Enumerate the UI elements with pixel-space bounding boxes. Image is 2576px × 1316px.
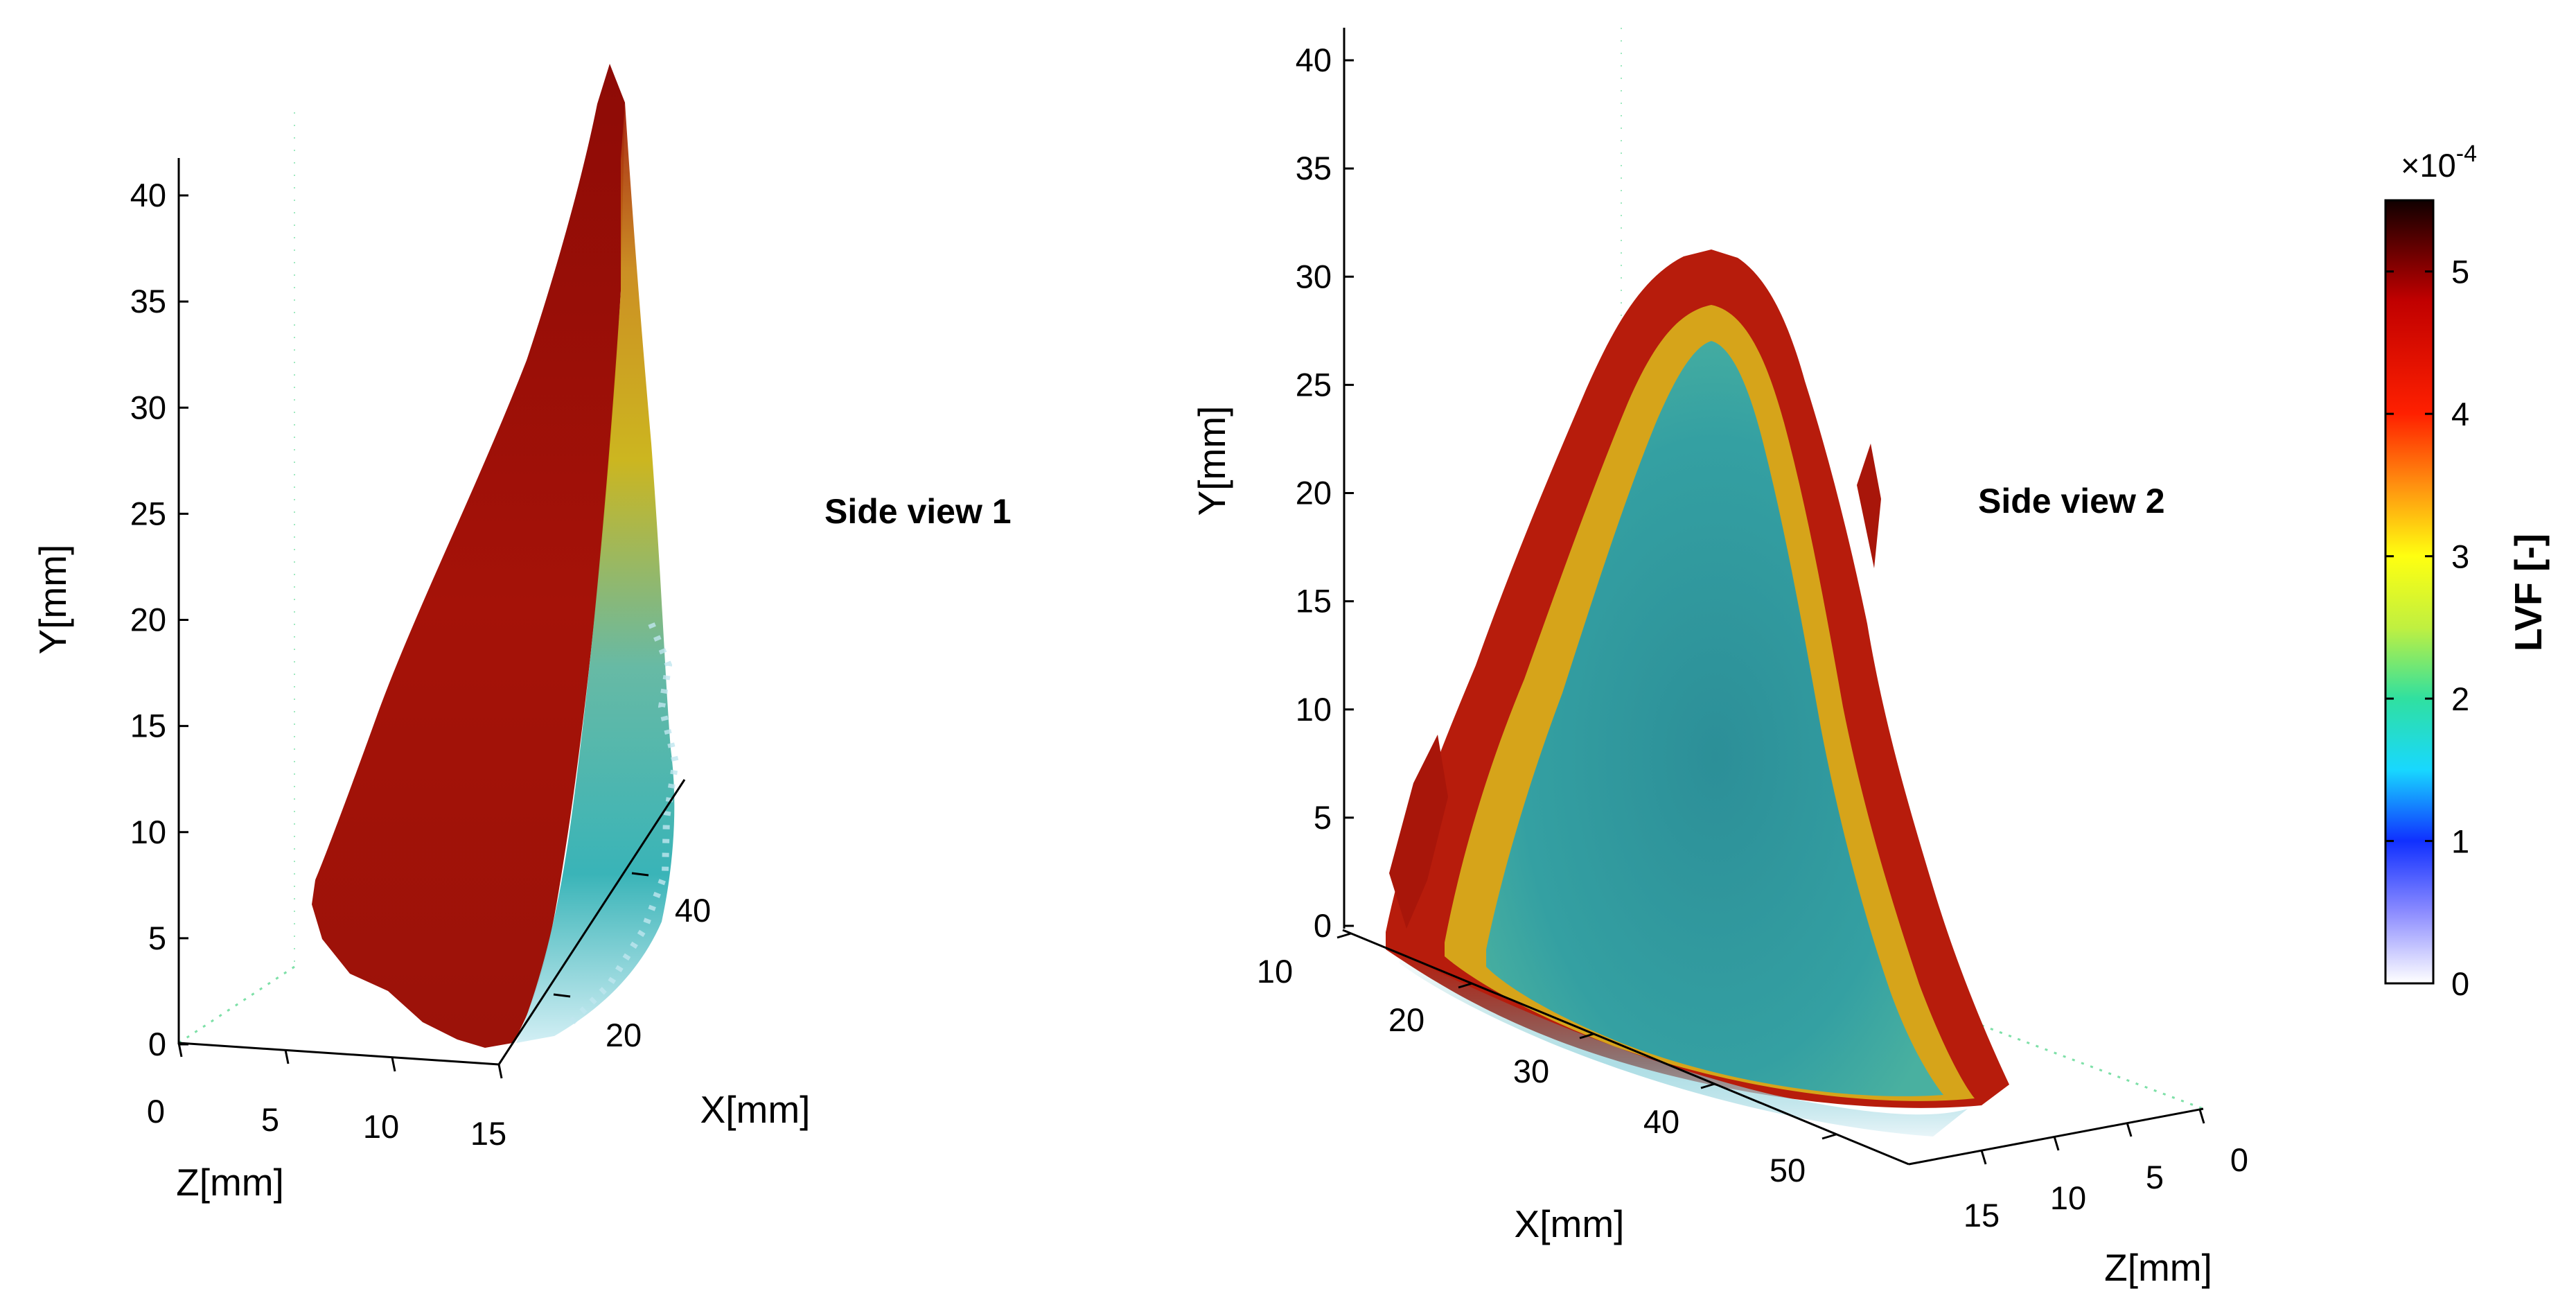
x-tick-label: 10 [1257,953,1293,990]
x-axis-line [497,779,686,1065]
y-tick-label: 10 [130,814,166,850]
volume-core [1486,341,1943,1096]
colorbar-tick-label: 5 [2451,254,2469,290]
x-tick-label: 50 [1770,1152,1806,1188]
z-axis-label: Z[mm] [176,1161,284,1204]
y-tick-label: 10 [1296,691,1332,728]
z-tick-label: 0 [2230,1141,2248,1178]
z-ticks: 0 5 10 15 [147,1042,506,1152]
z-tick-label: 15 [1964,1197,2000,1234]
z-tick-label: 5 [261,1101,279,1138]
colorbar-ticks: 0 1 2 3 4 5 [2385,254,2469,1002]
y-tick-label: 25 [1296,366,1332,403]
colorbar-multiplier: ×10-4 [2401,141,2477,184]
y-tick-label: 35 [130,283,166,319]
z-tick-label: 0 [147,1093,165,1130]
colorbar-tick-label: 1 [2451,823,2469,860]
z-axis-line [178,1042,500,1066]
box-edge [178,965,295,1044]
view-label: Side view 2 [1978,482,2165,520]
z-tick-label: 5 [2146,1159,2164,1195]
volume-base [1400,953,1968,1137]
view-label: Side view 1 [824,492,1012,531]
colorbar-tick-label: 3 [2451,538,2469,575]
z-tick-label: 15 [470,1115,506,1152]
y-tick-label: 40 [1296,42,1332,78]
volume-side-face [516,103,675,1043]
y-tick-label: 5 [148,920,166,956]
colorbar-tick-label: 2 [2451,681,2469,717]
y-tick-label: 30 [130,389,166,425]
y-tick-label: 40 [130,177,166,213]
x-ticks: 20 40 [553,872,711,1053]
y-tick-label: 5 [1314,799,1332,836]
y-tick-label: 25 [130,495,166,532]
x-axis-line [1342,929,1909,1166]
colorbar-tick-label: 4 [2451,396,2469,432]
y-tick-label: 30 [1296,258,1332,295]
z-ticks: 15 10 5 0 [1964,1109,2248,1234]
y-tick-label: 15 [1296,583,1332,620]
z-axis-line [1908,1107,2204,1166]
x-ticks: 10 20 30 40 50 [1257,932,1837,1188]
x-axis-label: X[mm] [1515,1202,1625,1245]
colorbar-label: LVF [-] [2507,534,2550,651]
x-tick-label: 40 [675,892,711,929]
y-tick-label: 35 [1296,150,1332,186]
x-tick-label: 30 [1513,1053,1549,1089]
x-tick-label: 20 [1388,1001,1424,1038]
z-tick-label: 10 [2050,1179,2086,1216]
y-tick-label: 20 [130,602,166,638]
colorbar-gradient [2384,199,2435,985]
x-tick-label: 20 [606,1017,642,1053]
volume-fragment [1389,735,1448,929]
volume-front-face [312,64,625,1048]
y-axis-label: Y[mm] [31,545,74,655]
box-edge [1908,997,2204,1110]
x-tick-label: 40 [1643,1103,1679,1140]
volume-fragment [1857,444,1881,568]
colorbar-tick-label: 0 [2451,965,2469,1002]
y-tick-label: 0 [1314,907,1332,944]
z-tick-label: 10 [363,1108,399,1145]
panel-side-view-1: 0 5 10 15 20 25 30 35 40 Y[mm] 0 5 10 15 Z[mm] 2… [31,64,1012,1204]
y-tick-label: 0 [148,1026,166,1062]
y-axis-label: Y[mm] [1190,406,1233,516]
colorbar: 0 1 2 3 4 5 ×10-4 LVF [-] [2384,141,2550,1002]
y-tick-label: 20 [1296,475,1332,511]
volume-speckle [565,622,680,1028]
x-axis-label: X[mm] [700,1088,811,1131]
z-axis-label: Z[mm] [2104,1246,2212,1289]
y-ticks: 0 5 10 15 20 25 30 35 40 [130,177,188,1062]
y-ticks: 0 5 10 15 20 25 30 35 40 [1296,42,1354,944]
y-tick-label: 15 [130,708,166,744]
